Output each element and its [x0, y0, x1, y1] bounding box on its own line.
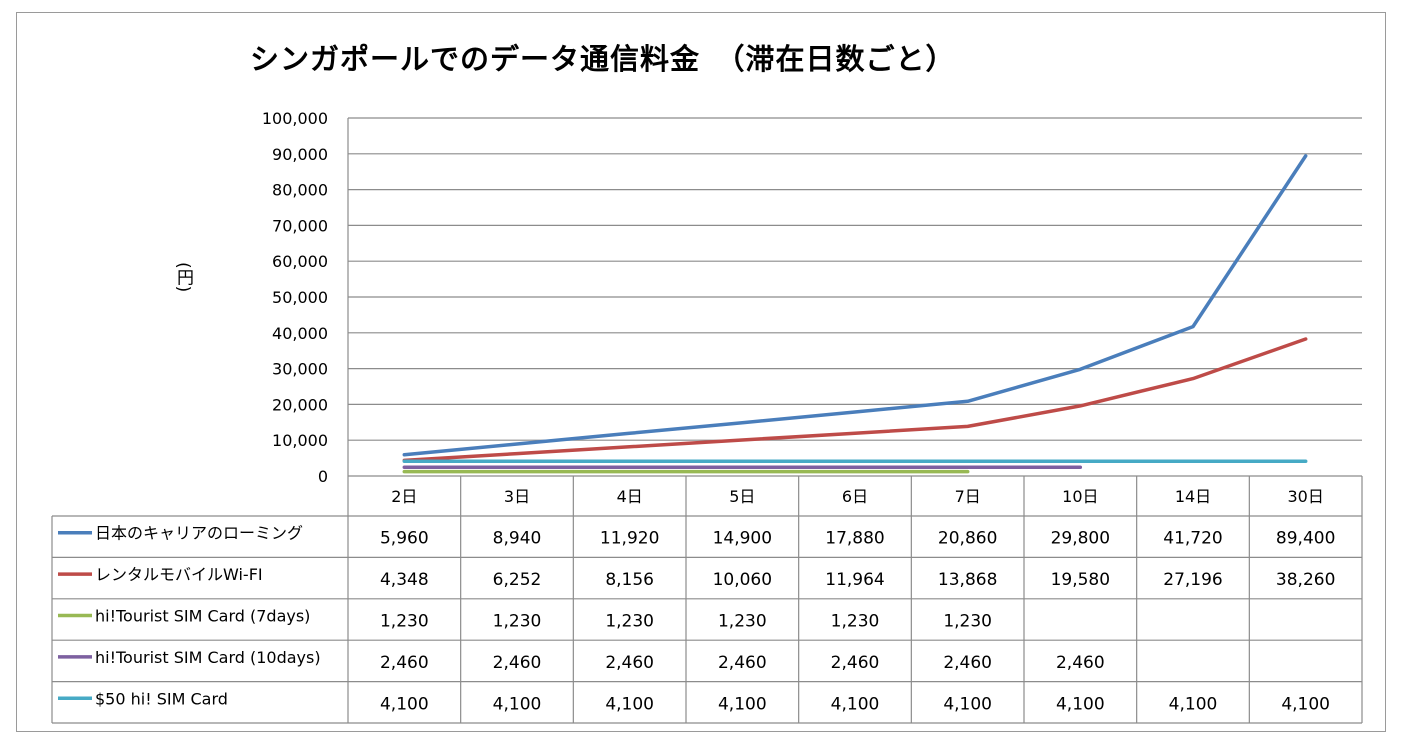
y-tick-label: 60,000 — [272, 252, 328, 271]
data-cell-value: 89,400 — [1276, 529, 1335, 549]
data-cell-value: 1,230 — [831, 612, 880, 632]
data-cell-value: 4,100 — [1169, 694, 1218, 714]
chart-title: シンガポールでのデータ通信料金 （滞在日数ごと） — [250, 42, 956, 76]
y-tick-label: 10,000 — [272, 431, 328, 450]
data-cell-value: 10,060 — [713, 570, 772, 590]
gridlines — [347, 117, 1362, 476]
data-cell-value: 4,100 — [718, 694, 767, 714]
y-axis-label: (円) — [173, 262, 193, 293]
data-cell-value: 2,460 — [943, 653, 992, 673]
data-cell-value: 4,100 — [605, 694, 654, 714]
x-tick-label: 7日 — [955, 487, 981, 506]
legend-entry: レンタルモバイルWi-FI — [95, 565, 263, 584]
y-tick-label: 50,000 — [272, 288, 328, 307]
data-cell-value: 2,460 — [493, 653, 542, 673]
data-cell-value: 5,960 — [380, 529, 429, 549]
y-tick-label: 30,000 — [272, 360, 328, 379]
x-tick-label: 10日 — [1062, 487, 1098, 506]
legend-entry: hi!Tourist SIM Card (7days) — [95, 607, 310, 626]
data-cell-value: 4,348 — [380, 570, 429, 590]
x-tick-label: 3日 — [504, 487, 530, 506]
data-cell-value: 20,860 — [938, 529, 997, 549]
data-cell-value: 4,100 — [380, 694, 429, 714]
x-tick-label: 14日 — [1175, 487, 1211, 506]
x-tick-label: 5日 — [729, 487, 755, 506]
data-cell-value: 11,964 — [825, 570, 884, 590]
data-cell-value: 1,230 — [943, 612, 992, 632]
data-cell-value: 4,100 — [1281, 694, 1330, 714]
data-cell-value: 2,460 — [1056, 653, 1105, 673]
x-tick-label: 4日 — [617, 487, 643, 506]
data-cell-value: 6,252 — [493, 570, 542, 590]
data-cell-value: 41,720 — [1163, 529, 1222, 549]
data-cell-value: 19,580 — [1051, 570, 1110, 590]
data-cell-value: 4,100 — [943, 694, 992, 714]
data-cell-value: 4,100 — [831, 694, 880, 714]
series-lines — [402, 154, 1308, 474]
data-cell-value: 2,460 — [831, 653, 880, 673]
data-cell-value: 1,230 — [493, 612, 542, 632]
legend-entry: $50 hi! SIM Card — [95, 689, 228, 708]
data-cell-value: 14,900 — [713, 529, 772, 549]
data-cell-value: 8,940 — [493, 529, 542, 549]
data-cell-value: 1,230 — [605, 612, 654, 632]
y-tick-label: 70,000 — [272, 216, 328, 235]
x-tick-label: 6日 — [842, 487, 868, 506]
data-cell-value: 29,800 — [1051, 529, 1110, 549]
legend-entry: 日本のキャリアのローミング — [95, 524, 303, 543]
y-tick-label: 90,000 — [272, 145, 328, 164]
y-tick-label: 80,000 — [272, 181, 328, 200]
y-tick-label: 100,000 — [262, 109, 328, 128]
data-cell-value: 2,460 — [605, 653, 654, 673]
data-cell-value: 2,460 — [380, 653, 429, 673]
data-cell-value: 38,260 — [1276, 570, 1335, 590]
data-cell-value: 2,460 — [718, 653, 767, 673]
x-tick-label: 30日 — [1287, 487, 1323, 506]
data-cell-value: 11,920 — [600, 529, 659, 549]
series-line — [402, 337, 1308, 463]
y-tick-label: 0 — [318, 467, 328, 486]
chart-frame — [16, 12, 1386, 732]
x-tick-label: 2日 — [391, 487, 417, 506]
y-axis-ticks: 0 10,000 20,000 30,000 40,000 50,000 60,000 70,… — [262, 109, 328, 486]
data-cell-value: 1,230 — [718, 612, 767, 632]
data-cell-value: 13,868 — [938, 570, 997, 590]
y-tick-label: 20,000 — [272, 395, 328, 414]
legend-entry: hi!Tourist SIM Card (10days) — [95, 648, 321, 667]
data-cell-value: 17,880 — [825, 529, 884, 549]
series-line — [402, 154, 1308, 457]
y-tick-label: 40,000 — [272, 324, 328, 343]
data-cell-value: 8,156 — [605, 570, 654, 590]
data-cell-value: 27,196 — [1163, 570, 1222, 590]
data-cell-value: 4,100 — [1056, 694, 1105, 714]
data-cell-value: 4,100 — [493, 694, 542, 714]
data-cell-value: 1,230 — [380, 612, 429, 632]
